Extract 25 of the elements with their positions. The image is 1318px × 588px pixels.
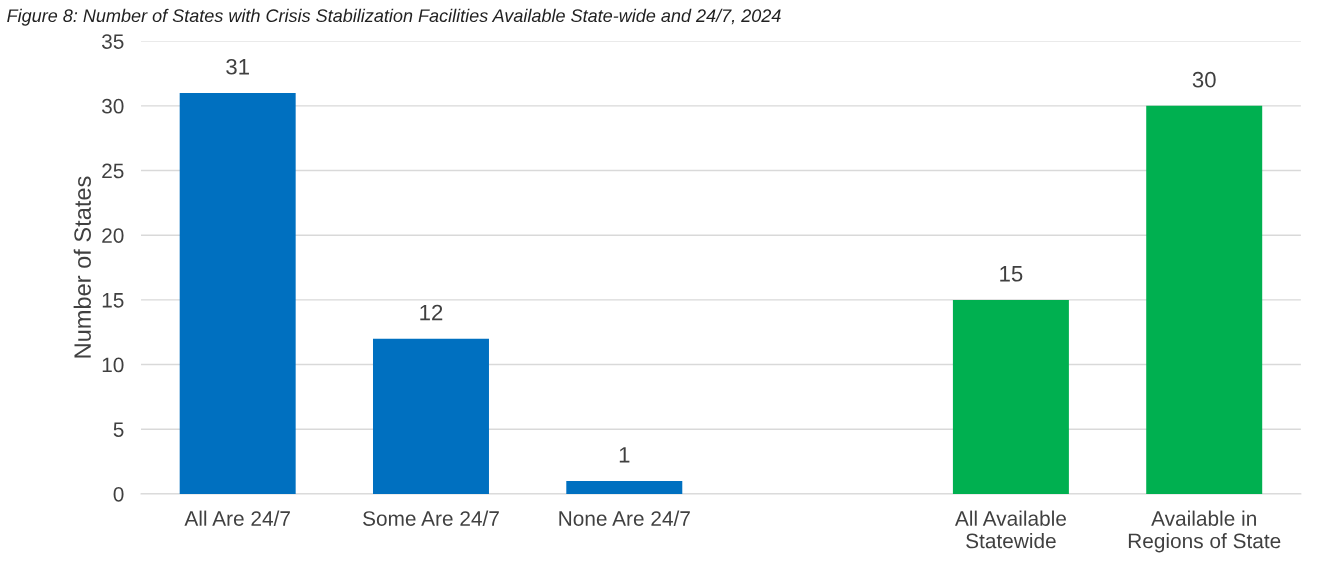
- bar: [566, 480, 683, 494]
- y-axis-title: Number of States: [73, 176, 91, 358]
- y-tick-label: 35: [101, 34, 124, 49]
- y-tick-label: 20: [102, 228, 124, 243]
- bar: [952, 299, 1069, 494]
- chart-title: Figure 8: Number of States with Crisis Stabilization Facilities Available State-wide and 24/7, 2024: [7, 8, 781, 26]
- bar: [1146, 105, 1263, 494]
- data-label: 12: [420, 304, 443, 321]
- data-label: 1: [619, 447, 630, 463]
- bar: [179, 92, 296, 494]
- y-tick-label: 10: [102, 357, 124, 373]
- x-tick-label: None Are 24/7: [559, 510, 690, 526]
- data-label: 31: [226, 58, 249, 75]
- y-tick-label: 15: [102, 293, 124, 308]
- x-tick-label: All Available Statewide: [954, 510, 1066, 549]
- x-tick-label: Some Are 24/7: [363, 510, 499, 526]
- data-label: 30: [1192, 71, 1216, 88]
- y-tick-label: 25: [102, 163, 124, 179]
- bar: [372, 338, 489, 494]
- y-tick-label: 30: [101, 98, 124, 114]
- y-tick-label: 5: [113, 422, 124, 437]
- x-tick-label: All Are 24/7: [184, 510, 290, 526]
- x-tick-label: Available in Regions of State: [1128, 510, 1281, 553]
- data-label: 15: [1000, 266, 1023, 282]
- y-tick-label: 0: [113, 486, 124, 502]
